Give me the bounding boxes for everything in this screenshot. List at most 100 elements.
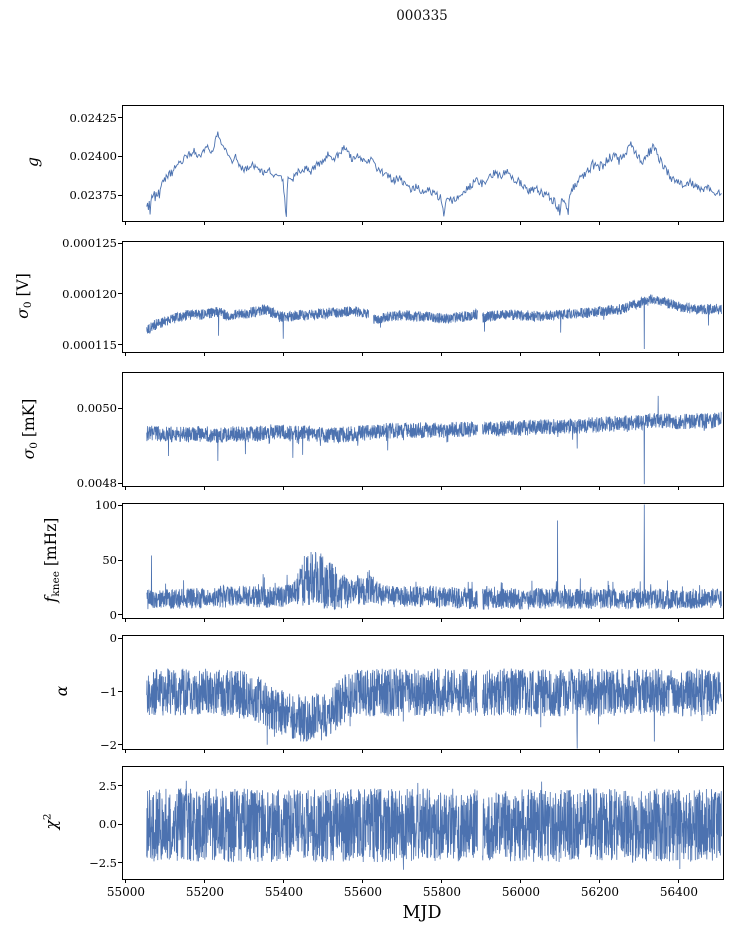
y-tick-label: −2 bbox=[100, 737, 117, 752]
y-tick-label: 0 bbox=[109, 631, 117, 646]
figure-title: 000335 bbox=[396, 8, 448, 24]
y-axis-label-part: χ bbox=[42, 820, 61, 830]
x-tickmark bbox=[204, 221, 206, 225]
panel-sigma0-mK-series bbox=[146, 395, 722, 485]
x-tick-label: 55000 bbox=[106, 885, 146, 899]
x-tick-label: 55800 bbox=[422, 885, 462, 899]
x-tick-label: 55200 bbox=[185, 885, 225, 899]
x-tickmark bbox=[362, 221, 364, 225]
panel-sigma0-V-series bbox=[146, 294, 722, 349]
x-tickmark bbox=[599, 486, 601, 490]
x-tickmark bbox=[283, 221, 285, 225]
panel-g bbox=[122, 105, 724, 222]
x-tickmark bbox=[125, 749, 127, 753]
y-tick-label: 0 bbox=[109, 607, 117, 622]
x-tickmark bbox=[441, 221, 443, 225]
y-axis-label-part: [mHz] bbox=[42, 517, 60, 572]
y-axis-label-part: 0 bbox=[28, 441, 40, 449]
y-axis-label-part: knee bbox=[50, 571, 62, 597]
y-tickmark bbox=[118, 785, 122, 787]
y-tick-label: 0.02425 bbox=[69, 110, 117, 125]
x-tickmark bbox=[599, 618, 601, 622]
y-tickmark bbox=[118, 155, 122, 157]
x-tickmark bbox=[520, 749, 522, 753]
x-tickmark bbox=[283, 618, 285, 622]
panel-g-series bbox=[146, 131, 722, 217]
y-axis-label-part: σ bbox=[20, 448, 38, 459]
y-axis-label-sigma0-V: σ0 [V] bbox=[14, 236, 34, 356]
y-axis-label-g: g bbox=[24, 102, 42, 222]
x-tickmark bbox=[441, 486, 443, 490]
x-tickmark bbox=[678, 352, 680, 356]
x-tickmark bbox=[283, 749, 285, 753]
data-line bbox=[146, 504, 722, 611]
y-tickmark bbox=[118, 293, 122, 295]
x-tickmark bbox=[204, 749, 206, 753]
panel-alpha bbox=[122, 635, 724, 750]
x-tickmark bbox=[283, 879, 285, 883]
x-tickmark bbox=[362, 618, 364, 622]
y-axis-label-alpha: α bbox=[53, 631, 71, 751]
y-tick-label: 100 bbox=[95, 498, 117, 513]
panel-alpha-series bbox=[146, 668, 722, 749]
x-tickmark bbox=[204, 618, 206, 622]
y-tick-label: 2.5 bbox=[98, 778, 117, 793]
y-axis-label-fknee: fknee [mHz] bbox=[42, 500, 62, 620]
x-tickmark bbox=[520, 221, 522, 225]
x-tickmark bbox=[520, 352, 522, 356]
y-tickmark bbox=[118, 344, 122, 346]
y-axis-label-part: [mK] bbox=[20, 398, 38, 442]
panel-sigma0-V bbox=[122, 241, 724, 353]
panel-fknee bbox=[122, 503, 724, 619]
y-axis-label-chi2: χ2 bbox=[42, 762, 61, 882]
panel-fknee-series bbox=[146, 504, 722, 611]
y-tickmark bbox=[118, 194, 122, 196]
y-tickmark bbox=[118, 744, 122, 746]
x-axis-label: MJD bbox=[402, 903, 442, 923]
y-tick-label: 0.000120 bbox=[62, 286, 117, 301]
x-tickmark bbox=[441, 749, 443, 753]
y-axis-label-part: 2 bbox=[41, 813, 54, 821]
y-axis-label-part: f bbox=[42, 596, 60, 603]
x-tickmark bbox=[125, 486, 127, 490]
x-tick-label: 55600 bbox=[343, 885, 383, 899]
x-tickmark bbox=[599, 749, 601, 753]
x-tickmark bbox=[599, 879, 601, 883]
x-tickmark bbox=[362, 879, 364, 883]
x-tickmark bbox=[441, 879, 443, 883]
y-tick-label: 0.0050 bbox=[76, 401, 117, 416]
panel-chi2 bbox=[122, 766, 724, 880]
x-tickmark bbox=[283, 352, 285, 356]
y-tickmark bbox=[118, 242, 122, 244]
x-tickmark bbox=[520, 486, 522, 490]
y-tickmark bbox=[118, 823, 122, 825]
y-tickmark bbox=[118, 482, 122, 484]
y-tickmark bbox=[118, 691, 122, 692]
x-tickmark bbox=[678, 618, 680, 622]
y-tick-label: −1 bbox=[100, 684, 117, 699]
x-tickmark bbox=[362, 352, 364, 356]
x-tick-label: 56400 bbox=[659, 885, 699, 899]
y-tick-label: −2.5 bbox=[89, 855, 117, 870]
y-tick-label: 0.0048 bbox=[76, 476, 117, 491]
y-tick-label: 0.000115 bbox=[62, 337, 117, 352]
x-tickmark bbox=[125, 221, 127, 225]
y-tickmark bbox=[118, 407, 122, 409]
y-axis-label-part: σ bbox=[14, 308, 32, 319]
y-tick-label: 0.0 bbox=[98, 817, 117, 832]
y-tick-label: 50 bbox=[102, 553, 117, 567]
y-axis-label-part: α bbox=[53, 685, 71, 696]
x-tickmark bbox=[520, 879, 522, 883]
y-axis-label-part: [V] bbox=[14, 273, 32, 302]
x-tickmark bbox=[362, 749, 364, 753]
y-tick-label: 0.000125 bbox=[62, 236, 117, 251]
x-tickmark bbox=[599, 352, 601, 356]
y-tick-label: 0.02375 bbox=[69, 188, 117, 203]
y-tick-label: 0.02400 bbox=[69, 149, 117, 164]
data-line bbox=[146, 780, 722, 870]
x-tickmark bbox=[362, 486, 364, 490]
x-tickmark bbox=[441, 352, 443, 356]
x-tickmark bbox=[678, 749, 680, 753]
x-tickmark bbox=[204, 486, 206, 490]
